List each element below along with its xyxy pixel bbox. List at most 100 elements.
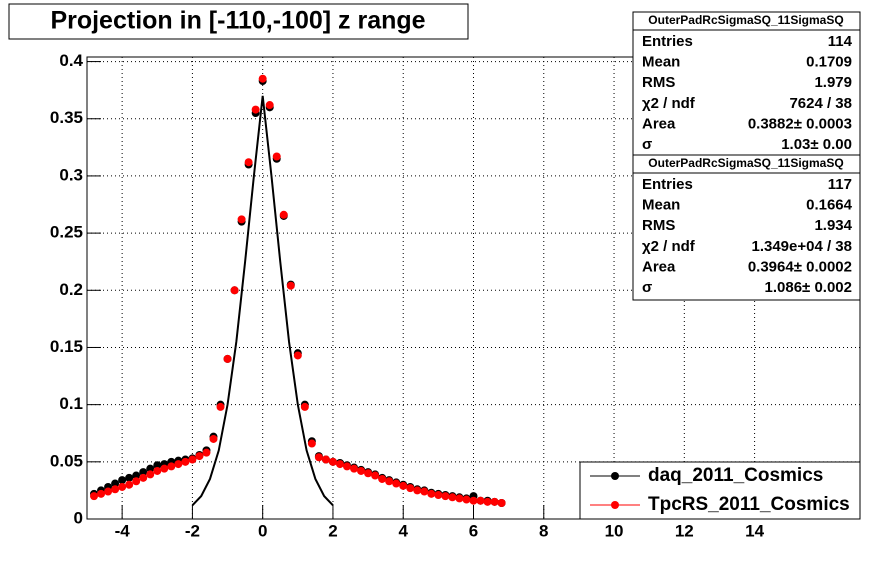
data-point (364, 469, 373, 478)
data-point (434, 490, 443, 499)
x-tick-label: 10 (605, 521, 624, 540)
data-point (125, 480, 134, 489)
fit-line (191, 95, 334, 506)
x-tick-label: 0 (258, 521, 267, 540)
y-tick-label: 0.05 (50, 451, 83, 470)
stats-label: Mean (642, 197, 680, 214)
data-point (321, 455, 330, 464)
data-point (343, 462, 352, 471)
data-point (272, 152, 281, 161)
stats-value: 7624 / 38 (789, 95, 852, 112)
legend-label: daq_2011_Cosmics (648, 465, 823, 486)
stats-value: 0.1709 (806, 54, 852, 71)
data-point (237, 215, 246, 224)
stats-value: 1.03± 0.00 (781, 136, 852, 153)
data-point (153, 466, 162, 475)
data-point (462, 495, 471, 504)
data-point (286, 281, 295, 290)
data-point (293, 351, 302, 360)
y-tick-label: 0.1 (59, 394, 83, 413)
data-point (371, 471, 380, 480)
x-tick-label: -2 (185, 521, 200, 540)
stats-value: 1.979 (814, 74, 852, 91)
data-point (139, 473, 148, 482)
data-point (188, 455, 197, 464)
stats-box (632, 11, 861, 158)
y-tick-label: 0.2 (59, 280, 83, 299)
data-point (132, 477, 141, 486)
data-point (448, 493, 457, 502)
data-point (307, 439, 316, 448)
legend-marker (611, 472, 619, 480)
data-point (476, 496, 485, 505)
data-point (251, 105, 260, 114)
stats-label: Entries (642, 33, 693, 50)
data-point (139, 468, 148, 477)
y-tick-label: 0.3 (59, 165, 83, 184)
data-point (399, 481, 408, 490)
data-point (244, 158, 253, 167)
x-tick-label: 2 (328, 521, 337, 540)
data-point (125, 473, 134, 482)
data-point (406, 484, 415, 493)
data-point (497, 498, 506, 507)
x-tick-label: 12 (675, 521, 694, 540)
stats-label: RMS (642, 217, 675, 234)
x-tick-label: 4 (398, 521, 408, 540)
data-point (427, 489, 436, 498)
y-tick-label: 0.4 (59, 51, 83, 70)
y-tick-label: 0.15 (50, 337, 83, 356)
stats-label: Area (642, 115, 676, 132)
data-point (469, 496, 478, 505)
stats-label: σ (642, 136, 652, 153)
data-point (97, 489, 106, 498)
stats-value: 0.3882± 0.0003 (748, 115, 852, 132)
legend-label: TpcRS_2011_Cosmics (648, 494, 850, 515)
data-point (314, 453, 323, 462)
data-point (392, 479, 401, 488)
chart-title: Projection in [-110,-100] z range (50, 7, 425, 35)
data-point (378, 474, 387, 483)
title-box (8, 3, 469, 40)
data-point (111, 479, 120, 488)
y-tick-label: 0.25 (50, 223, 83, 242)
data-point (328, 457, 337, 466)
data-point (441, 492, 450, 501)
data-point (258, 74, 267, 83)
stats-label: σ (642, 279, 652, 296)
stats-value: 117 (828, 176, 852, 193)
stats-value: 0.3964± 0.0002 (748, 258, 852, 275)
stats-label: Area (642, 258, 676, 275)
legend-box (579, 461, 861, 520)
data-point (385, 477, 394, 486)
data-point (146, 464, 155, 473)
stats-value: 1.349e+04 / 38 (751, 238, 852, 255)
data-point (350, 464, 359, 473)
data-point (413, 486, 422, 495)
data-point (104, 487, 113, 496)
stats-value: 114 (828, 33, 853, 50)
data-point (174, 460, 183, 469)
stats-box (632, 154, 861, 301)
data-point (230, 286, 239, 295)
stats-value: 0.1664 (806, 197, 853, 214)
stats-title: OuterPadRcSigmaSQ_11SigmaSQ (648, 13, 843, 27)
data-point (455, 494, 464, 503)
data-point (118, 482, 127, 491)
data-point (223, 354, 232, 363)
stats-label: χ2 / ndf (642, 95, 696, 112)
stats-title: OuterPadRcSigmaSQ_11SigmaSQ (648, 156, 843, 170)
data-point (195, 452, 204, 461)
stats-label: Entries (642, 176, 693, 193)
data-point (167, 462, 176, 471)
data-point (265, 101, 274, 110)
x-tick-label: 6 (469, 521, 478, 540)
y-tick-label: 0.35 (50, 108, 83, 127)
stats-value: 1.934 (814, 217, 852, 234)
data-point (181, 457, 190, 466)
data-point (160, 464, 169, 473)
data-point (209, 434, 218, 443)
data-point (118, 476, 127, 485)
data-point (335, 460, 344, 469)
